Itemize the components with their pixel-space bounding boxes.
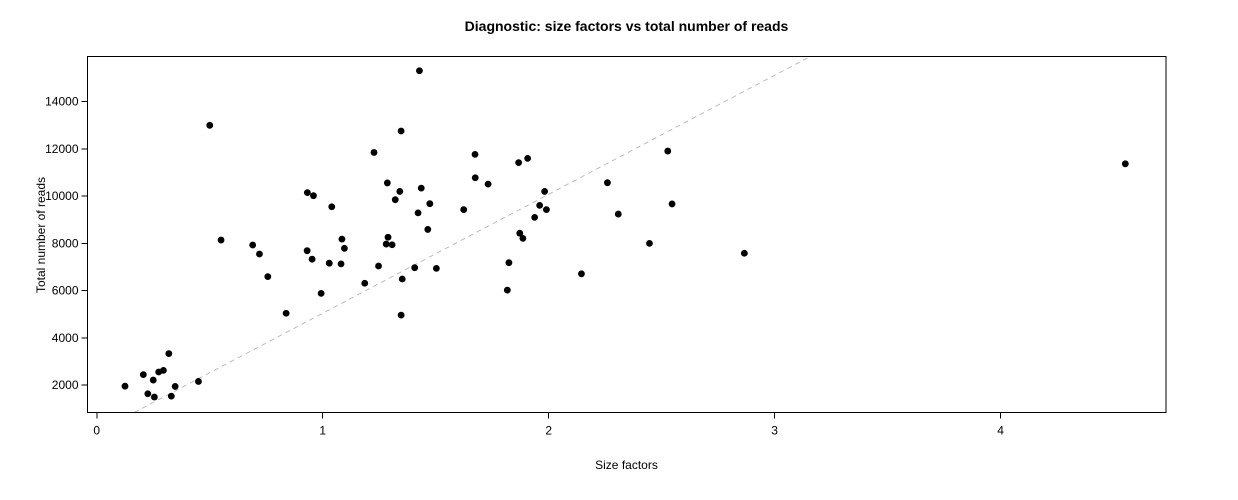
data-point	[264, 273, 272, 281]
data-point	[303, 189, 311, 196]
data-point	[740, 249, 748, 257]
data-point	[604, 179, 611, 187]
data-point	[396, 188, 404, 195]
data-point	[414, 209, 422, 217]
data-point	[398, 275, 406, 283]
plot-border	[87, 56, 1167, 413]
y-tick-label: 8000	[52, 236, 79, 250]
data-point	[195, 378, 202, 385]
data-point	[541, 188, 549, 195]
y-tick-label: 10000	[45, 189, 79, 203]
data-point	[460, 206, 468, 213]
data-point	[646, 239, 653, 247]
data-point	[303, 247, 311, 255]
data-point	[411, 264, 419, 272]
data-point	[167, 392, 175, 400]
data-point	[397, 311, 405, 319]
data-point	[341, 244, 348, 252]
data-point	[375, 262, 382, 270]
data-point	[383, 179, 391, 187]
data-point	[432, 264, 440, 272]
y-tick-label: 2000	[52, 378, 79, 392]
y-tick-label: 12000	[45, 142, 79, 156]
data-point	[515, 159, 523, 167]
data-point	[150, 393, 158, 401]
data-point	[388, 241, 396, 249]
data-point	[384, 233, 392, 241]
data-point	[325, 259, 333, 267]
data-point	[338, 235, 346, 243]
data-point	[256, 250, 263, 258]
x-tick-label: 3	[771, 424, 778, 438]
data-point	[417, 184, 425, 192]
x-axis-title: Size factors	[595, 458, 658, 472]
data-point	[308, 255, 316, 263]
data-point	[471, 150, 479, 158]
data-point	[217, 236, 225, 244]
data-point	[536, 201, 544, 209]
data-point	[543, 206, 550, 213]
data-point	[614, 210, 622, 218]
data-point	[317, 290, 325, 297]
data-point	[171, 383, 179, 390]
data-point	[505, 259, 513, 267]
data-point	[471, 174, 479, 182]
data-point	[121, 382, 129, 390]
data-point	[503, 286, 511, 294]
x-tick-label: 4	[997, 424, 1004, 438]
data-point	[531, 213, 539, 221]
data-point	[519, 234, 527, 242]
y-axis-title: Total number of reads	[34, 176, 48, 293]
data-point	[524, 154, 532, 162]
data-point	[328, 203, 336, 211]
data-point	[310, 192, 317, 200]
data-point	[484, 180, 492, 188]
x-tick-label: 1	[319, 424, 326, 438]
data-point	[382, 240, 390, 248]
data-point	[370, 149, 378, 156]
chart-title: Diagnostic: size factors vs total number…	[464, 18, 789, 34]
data-point	[144, 390, 152, 398]
x-tick-label: 2	[545, 424, 552, 438]
data-point	[282, 309, 290, 317]
data-point	[165, 350, 173, 357]
data-point	[424, 226, 432, 233]
data-point	[664, 147, 672, 155]
data-point	[426, 200, 434, 208]
data-point	[206, 121, 214, 129]
data-point	[668, 200, 676, 208]
data-point	[249, 241, 257, 249]
data-point	[516, 229, 524, 237]
data-point	[391, 196, 399, 204]
data-point	[1121, 160, 1129, 168]
y-tick-label: 14000	[45, 95, 79, 109]
data-point	[416, 67, 423, 75]
x-tick-label: 0	[93, 424, 100, 438]
data-point	[160, 366, 167, 374]
data-point	[578, 270, 585, 278]
data-point	[397, 127, 405, 135]
data-point	[337, 260, 345, 268]
y-tick-label: 4000	[52, 331, 79, 345]
data-point	[149, 376, 157, 384]
data-point	[361, 279, 369, 287]
reference-line	[133, 56, 811, 413]
y-axis-title-container: Total number of reads	[33, 0, 49, 469]
data-point	[139, 371, 147, 379]
y-tick-label: 6000	[52, 284, 79, 298]
